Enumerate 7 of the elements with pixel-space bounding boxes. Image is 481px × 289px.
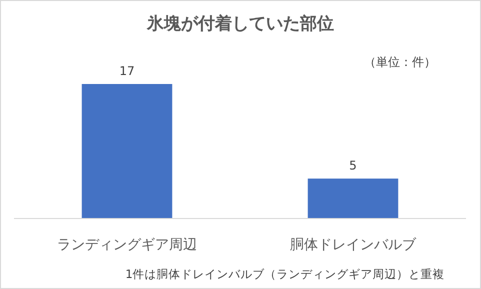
- annotation: 1件は胴体ドレインバルブ（ランディングギア周辺）と重複: [125, 267, 445, 281]
- tick-label: 胴体ドレインバルブ: [290, 237, 416, 253]
- tick-label: ランディングギア周辺: [57, 237, 197, 253]
- title: 氷塊が付着していた部位: [147, 14, 334, 34]
- data-label: 17: [119, 64, 135, 78]
- annotation: （単位：件）: [364, 55, 436, 69]
- data-label: 5: [349, 158, 357, 173]
